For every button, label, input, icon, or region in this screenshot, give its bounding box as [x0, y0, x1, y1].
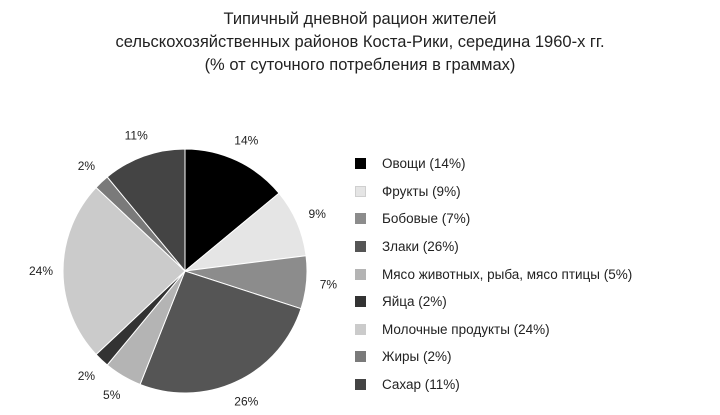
legend-label: Мясо животных, рыба, мясо птицы (5%)	[382, 266, 633, 282]
legend-swatch	[355, 351, 366, 363]
legend-item-1: Овощи (14%)	[355, 150, 715, 178]
pie-slice-label-1: 14%	[234, 134, 258, 148]
legend-swatch	[355, 268, 366, 280]
legend-swatch	[355, 213, 366, 225]
legend-swatch	[355, 296, 366, 308]
pie-slice-7	[62, 186, 186, 356]
pie-slice-label-8: 2%	[78, 159, 96, 173]
legend-item-5: Мясо животных, рыба, мясо птицы (5%)	[355, 260, 715, 288]
legend-item-9: Сахар (11%)	[355, 371, 715, 399]
legend-label: Фрукты (9%)	[382, 183, 461, 199]
legend-swatch	[355, 241, 366, 253]
chart-title-line-3: (% от суточного потребления в граммах)	[204, 56, 516, 74]
pie-slice-label-5: 5%	[103, 388, 121, 402]
pie-slice-9	[106, 148, 186, 273]
legend-label: Злаки (26%)	[382, 239, 459, 255]
legend-label: Молочные продукты (24%)	[382, 321, 550, 337]
legend-label: Овощи (14%)	[382, 156, 466, 172]
pie-slice-1	[184, 148, 280, 273]
legend-swatch	[355, 185, 366, 197]
pie-slice-label-9: 11%	[125, 129, 148, 143]
legend-swatch	[355, 379, 366, 391]
legend-label: Сахар (11%)	[382, 377, 460, 393]
pie-slices	[62, 148, 308, 394]
legend-swatch	[355, 323, 366, 335]
legend-label: Жиры (2%)	[382, 349, 452, 365]
pie-slice-4	[139, 270, 302, 394]
legend-swatch	[355, 158, 366, 170]
legend-item-7: Молочные продукты (24%)	[355, 316, 715, 344]
chart-title-line-1: Типичный дневной рацион жителей	[223, 10, 497, 28]
chart-title-line-2: сельскохозяйственных районов Коста-Рики,…	[115, 33, 605, 51]
legend-item-2: Фрукты (9%)	[355, 178, 715, 206]
legend-item-6: Яйца (2%)	[355, 288, 715, 316]
legend-label: Бобовые (7%)	[382, 211, 471, 227]
pie-labels: 14% 9% 7% 26% 5% 2% 24% 2% 11%	[29, 129, 337, 409]
pie-slice-label-6: 2%	[78, 369, 96, 383]
chart-title: Типичный дневной рацион жителей сельскох…	[0, 8, 720, 77]
pie-slice-label-4: 26%	[234, 394, 258, 408]
legend-item-4: Злаки (26%)	[355, 233, 715, 261]
legend-item-8: Жиры (2%)	[355, 343, 715, 371]
pie-slice-label-7: 24%	[29, 264, 53, 278]
pie-slice-label-2: 9%	[309, 207, 327, 221]
legend-item-3: Бобовые (7%)	[355, 205, 715, 233]
legend-label: Яйца (2%)	[382, 294, 447, 310]
chart-legend: Овощи (14%) Фрукты (9%) Бобовые (7%) Злаки …	[355, 150, 715, 398]
pie-slice-label-3: 7%	[320, 278, 338, 292]
